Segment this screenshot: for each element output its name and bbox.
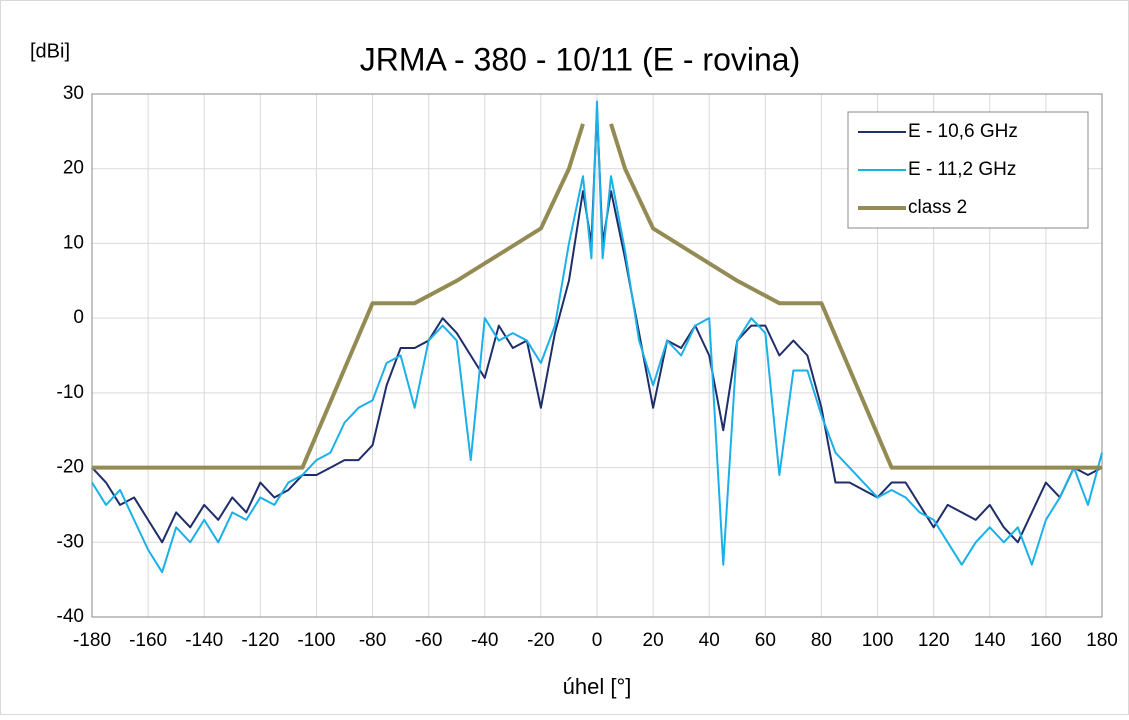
plot-border <box>91 93 1103 618</box>
chart-title: JRMA - 380 - 10/11 (E - rovina) <box>360 41 800 77</box>
x-tick-label: 140 <box>974 630 1006 651</box>
x-tick-label: 80 <box>811 630 832 651</box>
x-tick-label: 20 <box>643 630 664 651</box>
x-tick-label: 60 <box>755 630 776 651</box>
x-tick-label: -140 <box>185 630 223 651</box>
x-tick-label: -160 <box>129 630 167 651</box>
x-axis-label: úhel [°] <box>563 674 632 699</box>
series-line <box>91 100 1103 574</box>
x-tick-label: -20 <box>527 630 554 651</box>
y-tick-label: -10 <box>57 382 84 403</box>
x-tick-label: 100 <box>862 630 894 651</box>
legend-label: E - 10,6 GHz <box>908 121 1018 142</box>
x-tick-label: -40 <box>471 630 498 651</box>
series-line <box>92 123 1102 470</box>
y-tick-label: 10 <box>63 232 84 253</box>
y-tick-label: 0 <box>73 307 84 328</box>
x-tick-label: -60 <box>415 630 442 651</box>
y-tick-label: 20 <box>63 158 84 179</box>
legend-label: class 2 <box>908 197 967 218</box>
legend-label: E - 11,2 GHz <box>908 159 1016 180</box>
x-tick-label: 120 <box>918 630 950 651</box>
x-tick-label: 180 <box>1086 630 1118 651</box>
y-tick-label: -30 <box>57 531 84 552</box>
y-axis-label: [dBi] <box>30 40 70 62</box>
y-tick-label: 30 <box>63 83 84 104</box>
x-tick-label: -120 <box>241 630 279 651</box>
x-tick-label: 0 <box>592 630 603 651</box>
y-tick-label: -20 <box>57 457 84 478</box>
x-tick-label: -180 <box>73 630 111 651</box>
x-tick-label: 40 <box>699 630 720 651</box>
x-tick-label: -80 <box>359 630 386 651</box>
x-tick-label: -100 <box>297 630 335 651</box>
x-tick-label: 160 <box>1030 630 1062 651</box>
y-tick-label: -40 <box>57 606 84 627</box>
